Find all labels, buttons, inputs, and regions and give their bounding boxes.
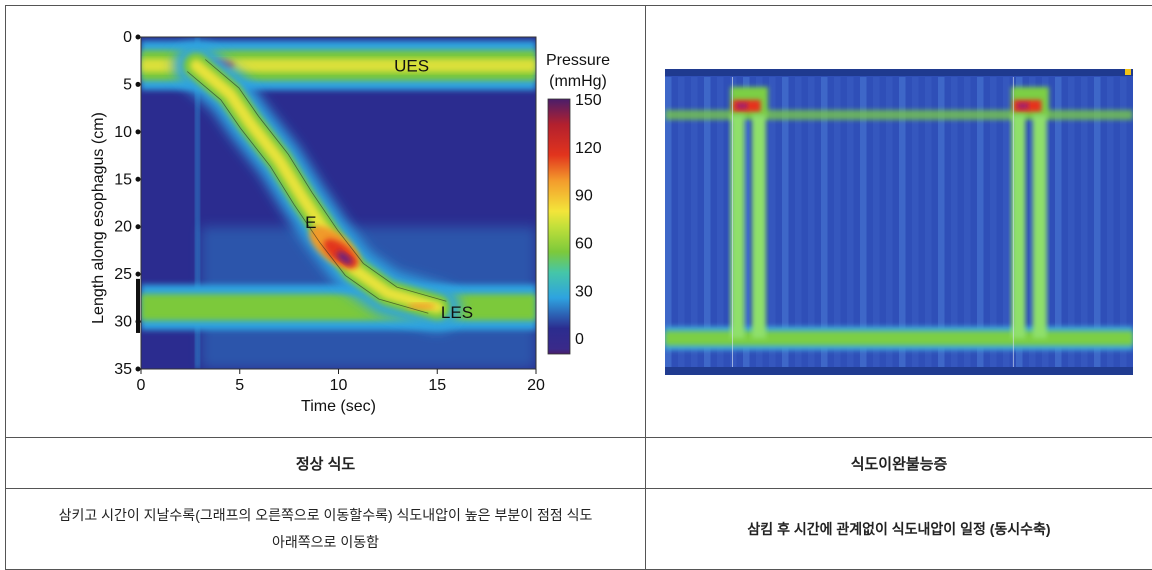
y-tick-label: 30 — [114, 313, 132, 330]
y-tick-mark — [135, 176, 140, 181]
y-tick-label: 5 — [123, 76, 132, 93]
swallow-2-column-right — [1033, 114, 1047, 337]
x-tick-label: 10 — [329, 377, 347, 394]
les-region-marker — [136, 278, 140, 332]
x-tick-label: 5 — [235, 377, 244, 394]
swallow-1-column-right — [752, 114, 766, 337]
colorbar-tick-label: 90 — [575, 187, 593, 204]
y-tick-label: 0 — [123, 29, 132, 46]
y-tick-label: 20 — [114, 218, 132, 235]
y-tick-label: 35 — [114, 361, 132, 378]
achalasia-chart — [663, 67, 1135, 377]
swallow-2-hot-core — [1017, 102, 1028, 108]
y-tick-mark — [135, 129, 140, 134]
y-axis-label: Length along esophagus (cm) — [90, 112, 107, 324]
annotation-les: LES — [440, 303, 472, 322]
swallow-1-hot-core — [737, 102, 748, 108]
normal-description-line2: 아래쪽으로 이동함 — [6, 529, 645, 556]
normal-title: 정상 식도 — [6, 438, 646, 489]
x-tick-label: 0 — [136, 377, 145, 394]
colorbar-label-line2: (mmHg) — [549, 73, 607, 90]
y-tick-label: 10 — [114, 123, 132, 140]
colorbar-label-line1: Pressure — [545, 52, 609, 69]
left-image-cell: 0 5 10 15 20 0 5 10 15 20 25 30 35 Time (sec) Length a… — [6, 6, 646, 438]
y-tick-mark — [135, 34, 140, 39]
colorbar-tick-label: 120 — [575, 139, 602, 156]
colorbar-tick-label: 30 — [575, 283, 593, 300]
normal-description-line1: 삼키고 시간이 지날수록(그래프의 오른쪽으로 이동할수록) 식도내압이 높은 … — [6, 502, 645, 529]
achalasia-heatmap — [665, 69, 1133, 375]
les-band — [141, 294, 536, 321]
right-image-cell — [646, 6, 1152, 438]
footer-strip — [665, 367, 1133, 375]
normal-esophagus-chart: 0 5 10 15 20 0 5 10 15 20 25 30 35 Time (sec) Length a… — [26, 12, 626, 432]
x-tick-label: 20 — [527, 377, 545, 394]
y-tick-mark — [135, 224, 140, 229]
colorbar — [548, 99, 570, 354]
y-tick-mark — [135, 271, 140, 276]
heatmap-area — [141, 37, 536, 369]
comparison-table: 0 5 10 15 20 0 5 10 15 20 25 30 35 Time (sec) Length a… — [5, 5, 1152, 570]
normal-description: 삼키고 시간이 지날수록(그래프의 오른쪽으로 이동할수록) 식도내압이 높은 … — [6, 489, 646, 570]
y-tick-mark — [135, 81, 140, 86]
colorbar-tick-label: 60 — [575, 235, 593, 252]
annotation-ues: UES — [394, 56, 429, 75]
y-tick-label: 25 — [114, 266, 132, 283]
y-tick-mark — [135, 366, 140, 371]
y-tick-label: 15 — [114, 171, 132, 188]
corner-marker — [1125, 69, 1131, 75]
x-tick-label: 15 — [428, 377, 446, 394]
header-strip — [665, 69, 1133, 76]
colorbar-tick-label: 0 — [575, 331, 584, 348]
annotation-e: E — [305, 212, 316, 231]
x-axis-label: Time (sec) — [301, 398, 376, 415]
colorbar-tick-label: 150 — [575, 92, 602, 109]
achalasia-title: 식도이완불능증 — [646, 438, 1152, 489]
achalasia-description: 삼킴 후 시간에 관계없이 식도내압이 일정 (동시수축) — [646, 489, 1152, 570]
